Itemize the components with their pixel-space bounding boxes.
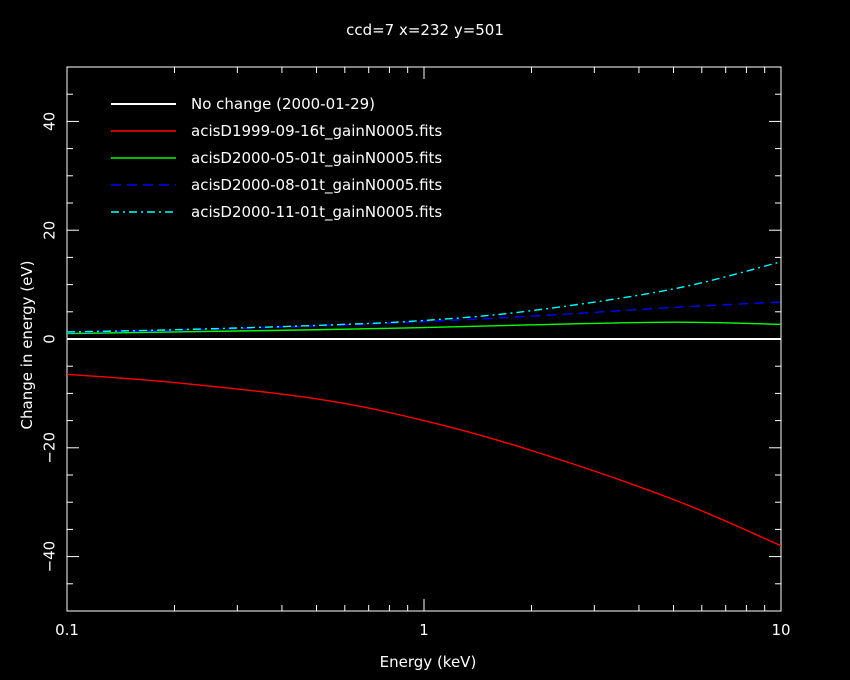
y-tick-label: 40	[41, 112, 59, 131]
x-axis-label: Energy (keV)	[380, 653, 477, 671]
series-line	[67, 321, 781, 335]
y-tick-labels: −40 −20 0 20 40	[41, 112, 59, 573]
x-tick-label: 1	[419, 621, 429, 639]
series-group	[67, 261, 781, 547]
x-tick-label: 0.1	[55, 621, 79, 639]
y-tick-label: −40	[41, 541, 59, 573]
legend-label: acisD2000-11-01t_gainN0005.fits	[191, 203, 442, 222]
chart-title: ccd=7 x=232 y=501	[346, 21, 504, 39]
legend: No change (2000-01-29) acisD1999-09-16t_g…	[111, 95, 442, 222]
legend-label: No change (2000-01-29)	[191, 95, 375, 113]
legend-label: acisD2000-05-01t_gainN0005.fits	[191, 149, 442, 168]
y-tick-label: 0	[41, 334, 59, 344]
series-line	[67, 373, 781, 547]
y-tick-label: −20	[41, 432, 59, 464]
y-axis-label: Change in energy (eV)	[18, 261, 36, 430]
x-tick-labels: 0.1 1 10	[55, 621, 790, 639]
series-line	[67, 301, 781, 334]
x-tick-label: 10	[771, 621, 790, 639]
y-tick-label: 20	[41, 221, 59, 240]
legend-label: acisD1999-09-16t_gainN0005.fits	[191, 122, 442, 141]
legend-label: acisD2000-08-01t_gainN0005.fits	[191, 176, 442, 195]
